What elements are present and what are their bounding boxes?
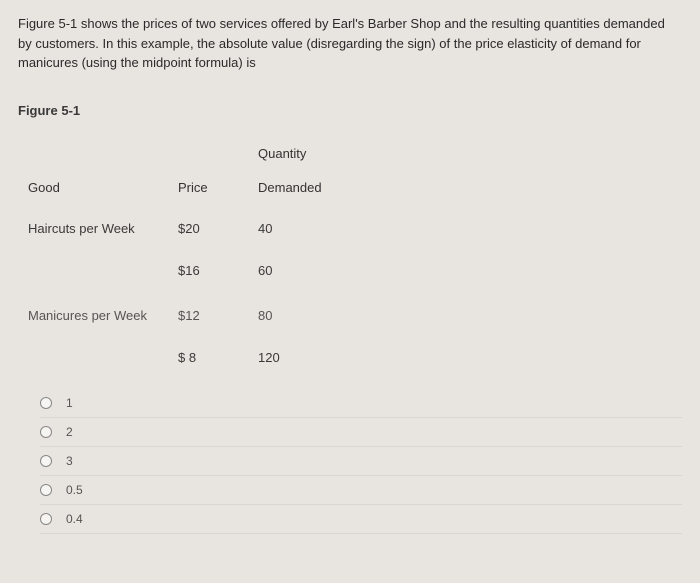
cell-price: $ 8 [178,348,258,368]
radio-icon [40,426,52,438]
col-header-price: Price [178,178,258,198]
figure-label: Figure 5-1 [18,101,682,121]
col-header-quantity-bottom: Demanded [258,178,378,198]
cell-good: Manicures per Week [28,306,178,326]
radio-icon [40,484,52,496]
answer-label: 2 [66,423,73,441]
cell-price: $16 [178,261,258,281]
radio-icon [40,513,52,525]
radio-icon [40,455,52,467]
answer-label: 1 [66,394,73,412]
answer-label: 0.4 [66,510,83,528]
col-header-good: Good [28,178,178,198]
cell-price: $20 [178,219,258,239]
answer-label: 0.5 [66,481,83,499]
answer-options: 1 2 3 0.5 0.4 [40,389,682,534]
col-header-quantity-top: Quantity [258,144,682,164]
answer-option[interactable]: 1 [40,389,682,418]
cell-qty: 120 [258,348,378,368]
cell-good: Haircuts per Week [28,219,178,239]
cell-price: $12 [178,306,258,326]
cell-qty: 60 [258,261,378,281]
answer-label: 3 [66,452,73,470]
answer-option[interactable]: 3 [40,447,682,476]
answer-option[interactable]: 0.5 [40,476,682,505]
data-table: Quantity Good Price Demanded Haircuts pe… [28,144,682,367]
answer-option[interactable]: 0.4 [40,505,682,534]
cell-qty: 80 [258,306,378,326]
cell-qty: 40 [258,219,378,239]
question-text: Figure 5-1 shows the prices of two servi… [18,14,682,73]
answer-option[interactable]: 2 [40,418,682,447]
radio-icon [40,397,52,409]
